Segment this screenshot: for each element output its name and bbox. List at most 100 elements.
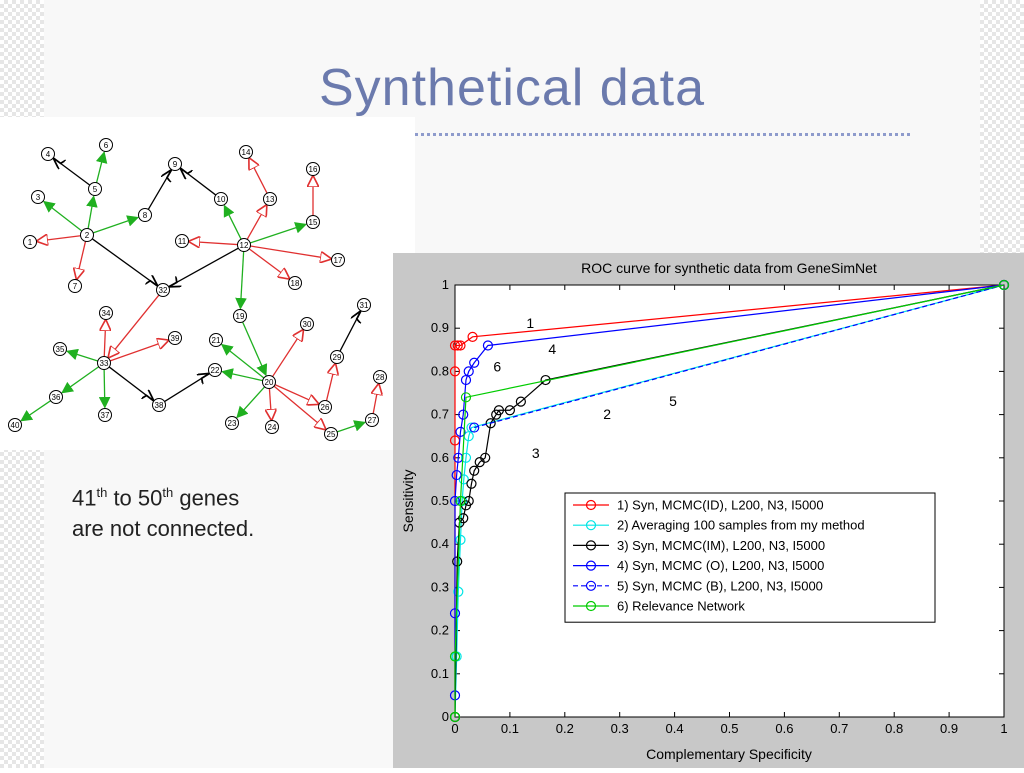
- network-node-label: 7: [73, 282, 78, 291]
- network-node: 13: [263, 192, 277, 206]
- network-node-label: 38: [155, 401, 164, 410]
- network-edge: [250, 245, 330, 259]
- legend-entry: 5) Syn, MCMC (B), L200, N3, I5000: [617, 578, 823, 593]
- x-tick-label: 0.4: [666, 721, 684, 736]
- network-node-label: 8: [143, 211, 148, 220]
- network-node-label: 32: [159, 286, 168, 295]
- series-point: [449, 651, 461, 662]
- network-node-label: 20: [265, 378, 274, 387]
- network-edge: [272, 330, 303, 377]
- network-node-label: 23: [228, 419, 237, 428]
- series-point: [493, 405, 505, 416]
- legend-marker: [585, 600, 597, 612]
- note-end: genes: [173, 485, 240, 511]
- roc-chart-panel: ROC curve for synthetic data from GeneSi…: [393, 253, 1024, 768]
- network-node-circle: [175, 234, 189, 248]
- network-node-circle: [357, 298, 371, 312]
- network-node-label: 6: [104, 141, 109, 150]
- network-node-label: 35: [56, 345, 65, 354]
- network-node: 18: [288, 276, 302, 290]
- x-tick-label: 0.3: [611, 721, 629, 736]
- network-node: 27: [365, 413, 379, 427]
- chart-legend: 1) Syn, MCMC(ID), L200, N3, I5000 2) Aver…: [564, 492, 936, 623]
- series-point: [449, 366, 461, 377]
- network-node-label: 17: [334, 256, 343, 265]
- network-node-circle: [80, 228, 94, 242]
- series-line: [454, 284, 1005, 696]
- legend-entry: 6) Relevance Network: [617, 599, 745, 614]
- network-edge: [242, 321, 268, 377]
- network-node-circle: [288, 276, 302, 290]
- network-node-label: 37: [101, 411, 110, 420]
- network-edge: [86, 195, 98, 229]
- network-node-label: 36: [52, 393, 61, 402]
- network-edge: [273, 385, 325, 429]
- note-text: 41th to 50th genes are not connected.: [72, 477, 254, 544]
- network-node: 31: [357, 298, 371, 312]
- legend-entry: 2) Averaging 100 samples from my method: [617, 518, 865, 533]
- y-tick-label: 0.6: [431, 450, 449, 465]
- network-node-circle: [300, 317, 314, 331]
- network-edge: [339, 312, 361, 352]
- network-edge: [248, 248, 289, 279]
- network-edge: [108, 366, 153, 401]
- network-node-circle: [306, 162, 320, 176]
- series-point: [463, 366, 474, 377]
- note-middle: to 50: [107, 485, 163, 511]
- network-edge: [109, 294, 160, 357]
- network-node: 5: [88, 182, 102, 196]
- x-tick-label: 0.5: [720, 721, 738, 736]
- network-edge: [336, 420, 367, 433]
- network-node: 29: [330, 350, 344, 364]
- network-node-label: 40: [11, 421, 20, 430]
- network-node: 39: [168, 331, 182, 345]
- curve-annotation: 6: [493, 358, 501, 374]
- network-node: 6: [99, 138, 113, 152]
- series-point: [463, 495, 474, 507]
- network-node-circle: [373, 370, 387, 384]
- network-edge: [54, 158, 91, 186]
- network-edge: [77, 241, 87, 278]
- series-point: [998, 279, 1010, 291]
- legend-marker: [585, 580, 597, 591]
- network-edge: [37, 236, 81, 241]
- network-node: 37: [98, 408, 112, 422]
- series-point: [515, 396, 526, 407]
- network-node-label: 2: [85, 231, 90, 240]
- network-node-circle: [99, 138, 113, 152]
- network-node: 40: [8, 418, 22, 432]
- series-line: [454, 284, 1005, 717]
- network-node: 35: [53, 342, 67, 356]
- network-node: 2: [80, 228, 94, 242]
- y-axis-label: Sensitivity: [400, 469, 416, 532]
- network-node: 16: [306, 162, 320, 176]
- network-node-circle: [97, 356, 111, 370]
- network-node-circle: [208, 363, 222, 377]
- network-node: 25: [324, 427, 338, 441]
- network-node-label: 39: [171, 334, 180, 343]
- network-node-label: 15: [309, 218, 318, 227]
- note-number-start: 41: [72, 485, 97, 511]
- network-node-circle: [168, 331, 182, 345]
- network-node-circle: [233, 309, 247, 323]
- network-node: 3: [31, 190, 45, 204]
- network-node-label: 11: [178, 237, 187, 246]
- network-edge: [246, 206, 266, 240]
- network-edge: [95, 151, 108, 183]
- roc-series-6: [449, 279, 1010, 723]
- y-tick-label: 0.4: [431, 536, 449, 551]
- gene-network-diagram: 1 2 3 4 5 6 7 8 9 10 11 12 13 14 15 16 17 18 19 20 21 22 23 24 2…: [0, 117, 415, 450]
- network-node: 34: [99, 306, 113, 320]
- network-node-circle: [98, 408, 112, 422]
- y-tick-label: 0.5: [431, 493, 449, 508]
- network-edge: [274, 384, 318, 404]
- network-edge: [66, 348, 99, 362]
- network-edge: [109, 340, 168, 362]
- network-node-label: 22: [211, 366, 220, 375]
- network-edge: [373, 384, 378, 414]
- network-node-circle: [99, 306, 113, 320]
- network-node-label: 9: [173, 160, 178, 169]
- legend-entry: 3) Syn, MCMC(IM), L200, N3, I5000: [617, 538, 825, 553]
- network-node-circle: [152, 398, 166, 412]
- series-point: [455, 495, 466, 507]
